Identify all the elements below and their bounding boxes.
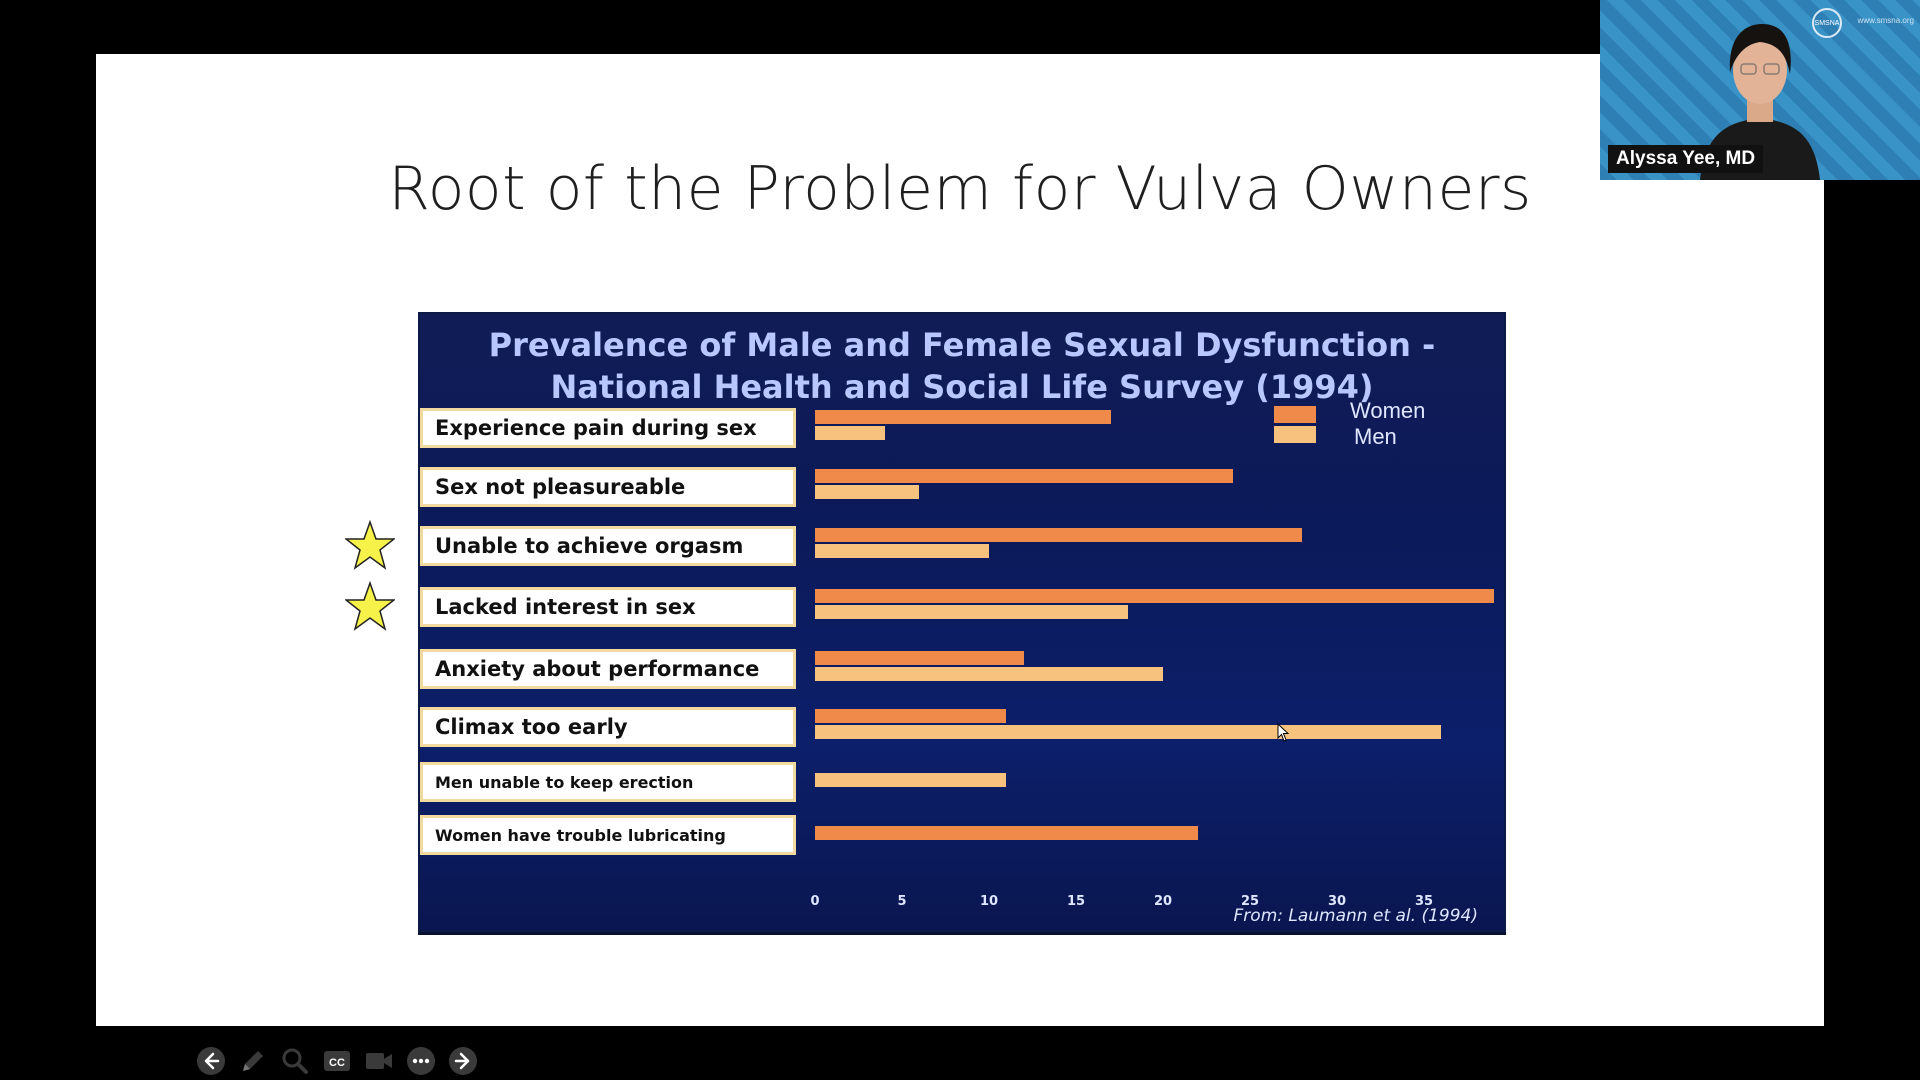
bar-women <box>815 410 1111 424</box>
bar-men <box>815 605 1129 619</box>
star-icon <box>345 581 395 631</box>
presentation-toolbar: CC <box>195 1045 479 1077</box>
legend-swatch-men <box>1274 426 1316 443</box>
video-button[interactable] <box>363 1045 395 1077</box>
x-tick-label: 15 <box>1066 894 1086 909</box>
cc-icon: CC <box>324 1051 350 1071</box>
pen-icon <box>243 1051 263 1071</box>
bar-women <box>815 528 1303 542</box>
star-icon <box>345 520 395 570</box>
bar-women <box>815 589 1494 603</box>
x-tick-label: 0 <box>810 894 820 909</box>
bar-women <box>815 651 1024 665</box>
smsna-logo: SMSNA <box>1812 8 1842 38</box>
chart-title-line-1: Prevalence of Male and Female Sexual Dys… <box>488 326 1436 364</box>
bar-men <box>815 544 989 558</box>
category-label: Men unable to keep erection <box>420 762 796 802</box>
more-icon <box>407 1047 435 1075</box>
bar-men <box>815 725 1442 739</box>
x-tick-label: 5 <box>897 894 907 909</box>
chart-image: Prevalence of Male and Female Sexual Dys… <box>418 312 1506 932</box>
captions-button[interactable]: CC <box>321 1045 353 1077</box>
x-tick-label: 20 <box>1153 894 1173 909</box>
svg-text:CC: CC <box>329 1057 345 1069</box>
presentation-slide: Root of the Problem for Vulva Owners Pre… <box>96 54 1824 1075</box>
bar-men <box>815 667 1163 681</box>
x-tick-label: 10 <box>979 894 999 909</box>
arrow-right-icon <box>449 1047 477 1075</box>
legend-label-men: Men <box>1354 424 1397 449</box>
category-label: Climax too early <box>420 707 796 747</box>
tile-url-text: www.smsna.org <box>1857 16 1914 25</box>
legend-swatch-women <box>1274 406 1316 423</box>
bar-women <box>815 709 1007 723</box>
more-options-button[interactable] <box>405 1045 437 1077</box>
category-label: Lacked interest in sex <box>420 587 796 627</box>
category-label: Experience pain during sex <box>420 408 796 448</box>
chart-title: Prevalence of Male and Female Sexual Dys… <box>420 324 1504 408</box>
presenter-name-label: Alyssa Yee, MD <box>1608 145 1764 173</box>
category-label: Women have trouble lubricating <box>420 815 796 855</box>
category-label: Unable to achieve orgasm <box>420 526 796 566</box>
x-tick-label: 30 <box>1327 894 1347 909</box>
category-label: Anxiety about performance <box>420 649 796 689</box>
bar-men <box>815 485 920 499</box>
search-icon <box>282 1048 308 1074</box>
zoom-button[interactable] <box>279 1045 311 1077</box>
chart-title-line-2: National Health and Social Life Survey (… <box>550 368 1374 406</box>
bar-women <box>815 469 1233 483</box>
chart-source-note: From: Laumann et al. (1994) <box>1233 906 1478 926</box>
bar-men <box>815 426 885 440</box>
video-camera-icon <box>366 1053 392 1069</box>
presenter-video-tile[interactable]: SMSNA www.smsna.org Alyssa Yee, MD <box>1600 0 1920 180</box>
bar-women <box>815 826 1198 840</box>
next-slide-button[interactable] <box>447 1045 479 1077</box>
pen-tool-button[interactable] <box>237 1045 269 1077</box>
mouse-cursor-icon <box>1277 723 1290 742</box>
x-tick-label: 25 <box>1240 894 1260 909</box>
previous-slide-button[interactable] <box>195 1045 227 1077</box>
bar-men <box>815 773 1007 787</box>
slide-title: Root of the Problem for Vulva Owners <box>388 154 1532 224</box>
legend-label-women: Women <box>1350 398 1426 423</box>
arrow-left-icon <box>197 1047 225 1075</box>
x-tick-label: 35 <box>1414 894 1434 909</box>
category-label: Sex not pleasureable <box>420 467 796 507</box>
